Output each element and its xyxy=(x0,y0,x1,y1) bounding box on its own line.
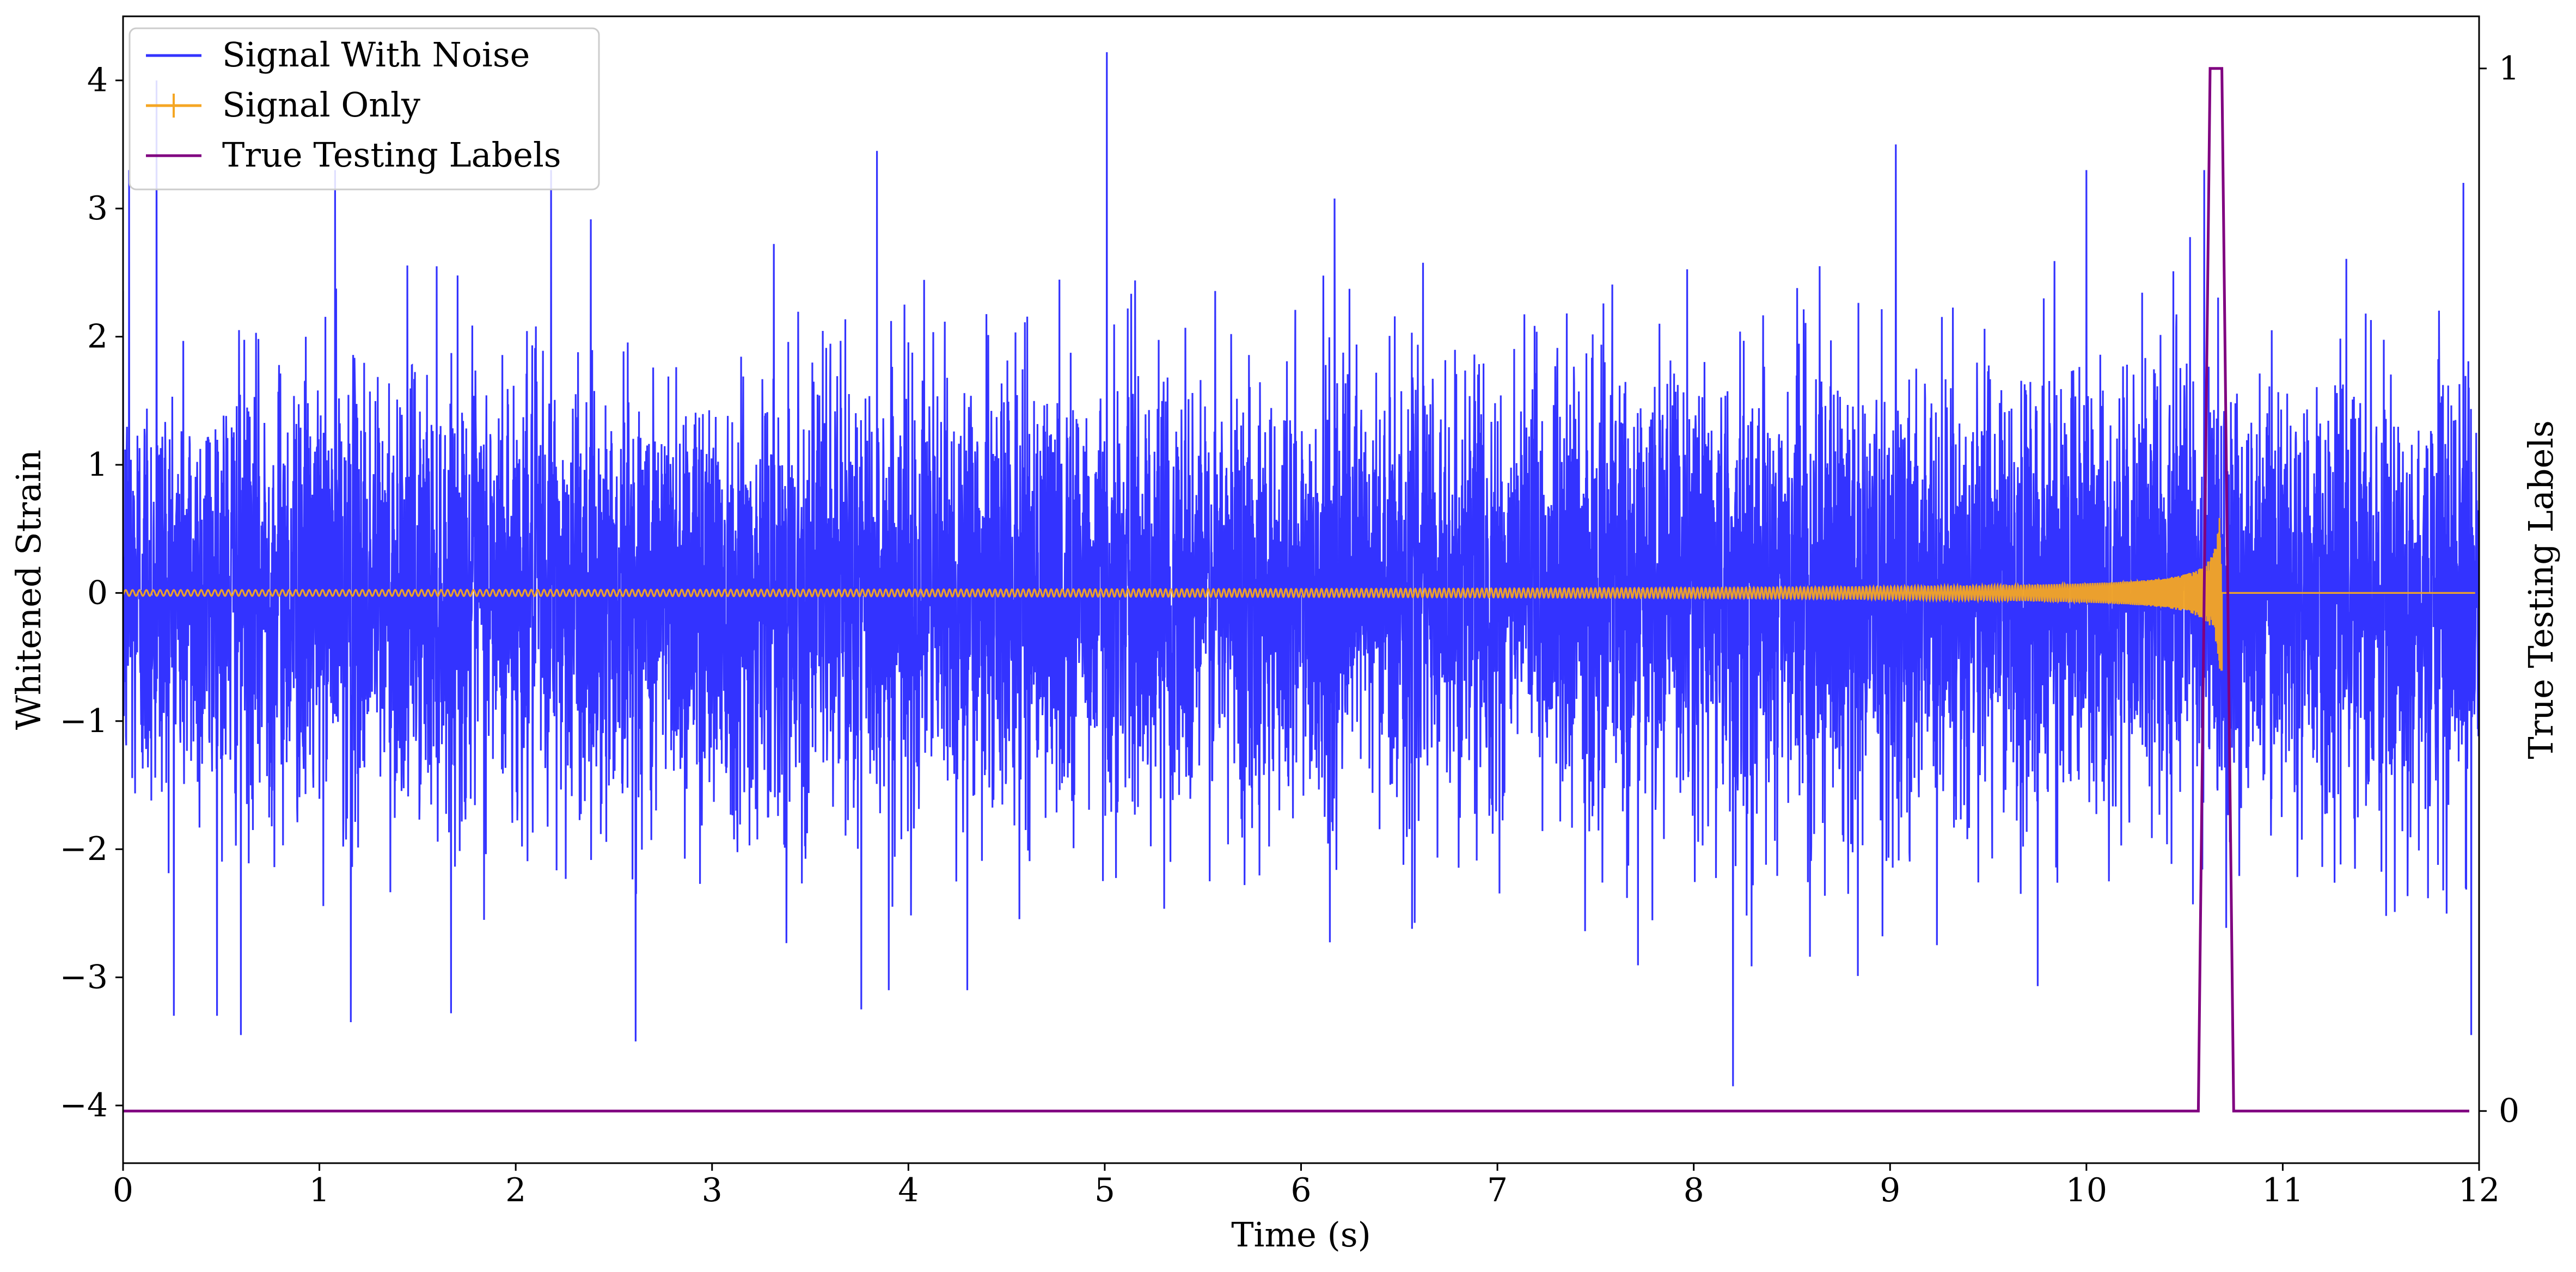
y-tick-label: 2 xyxy=(87,318,108,356)
legend-label: True Testing Labels xyxy=(222,135,561,175)
x-axis-label: Time (s) xyxy=(1231,1215,1371,1255)
y-tick-label: −4 xyxy=(60,1086,108,1124)
y-tick-label: 1 xyxy=(87,446,108,484)
y-tick-label: 0 xyxy=(87,574,108,612)
legend-label: Signal Only xyxy=(222,85,420,125)
x-tick-label: 8 xyxy=(1684,1171,1704,1209)
x-tick-label: 4 xyxy=(898,1171,919,1209)
series-true-testing-labels xyxy=(123,67,2469,1113)
y2-tick-label: 1 xyxy=(2499,50,2519,88)
y-tick-label: −2 xyxy=(60,830,108,868)
series-layer xyxy=(123,52,2479,1113)
series-signal-only xyxy=(123,518,2475,671)
y-tick-label: 3 xyxy=(87,189,108,228)
y2-axis-label: True Testing Labels xyxy=(2521,420,2561,759)
x-tick-label: 10 xyxy=(2066,1171,2107,1209)
x-tick-label: 2 xyxy=(505,1171,526,1209)
x-tick-label: 12 xyxy=(2458,1171,2500,1209)
x-tick-label: 6 xyxy=(1290,1171,1311,1209)
x-tick-label: 1 xyxy=(309,1171,329,1209)
x-tick-label: 11 xyxy=(2262,1171,2303,1209)
y2-tick-label: 0 xyxy=(2499,1092,2519,1130)
legend: Signal With Noise Signal Only True Testing… xyxy=(129,27,600,191)
x-tick-label: 3 xyxy=(702,1171,723,1209)
x-tick-label: 7 xyxy=(1487,1171,1508,1209)
legend-box xyxy=(129,27,600,191)
series-signal-with-noise xyxy=(123,52,2479,1086)
x-tick-label: 5 xyxy=(1094,1171,1115,1209)
y-tick-label: −1 xyxy=(60,702,108,740)
y-tick-label: −3 xyxy=(60,958,108,997)
x-tick-label: 9 xyxy=(1880,1171,1900,1209)
y-tick-label: 4 xyxy=(87,62,108,100)
x-tick-label: 0 xyxy=(113,1171,133,1209)
y-axis-label: Whitened Strain xyxy=(9,450,48,730)
legend-label: Signal With Noise xyxy=(222,35,530,75)
